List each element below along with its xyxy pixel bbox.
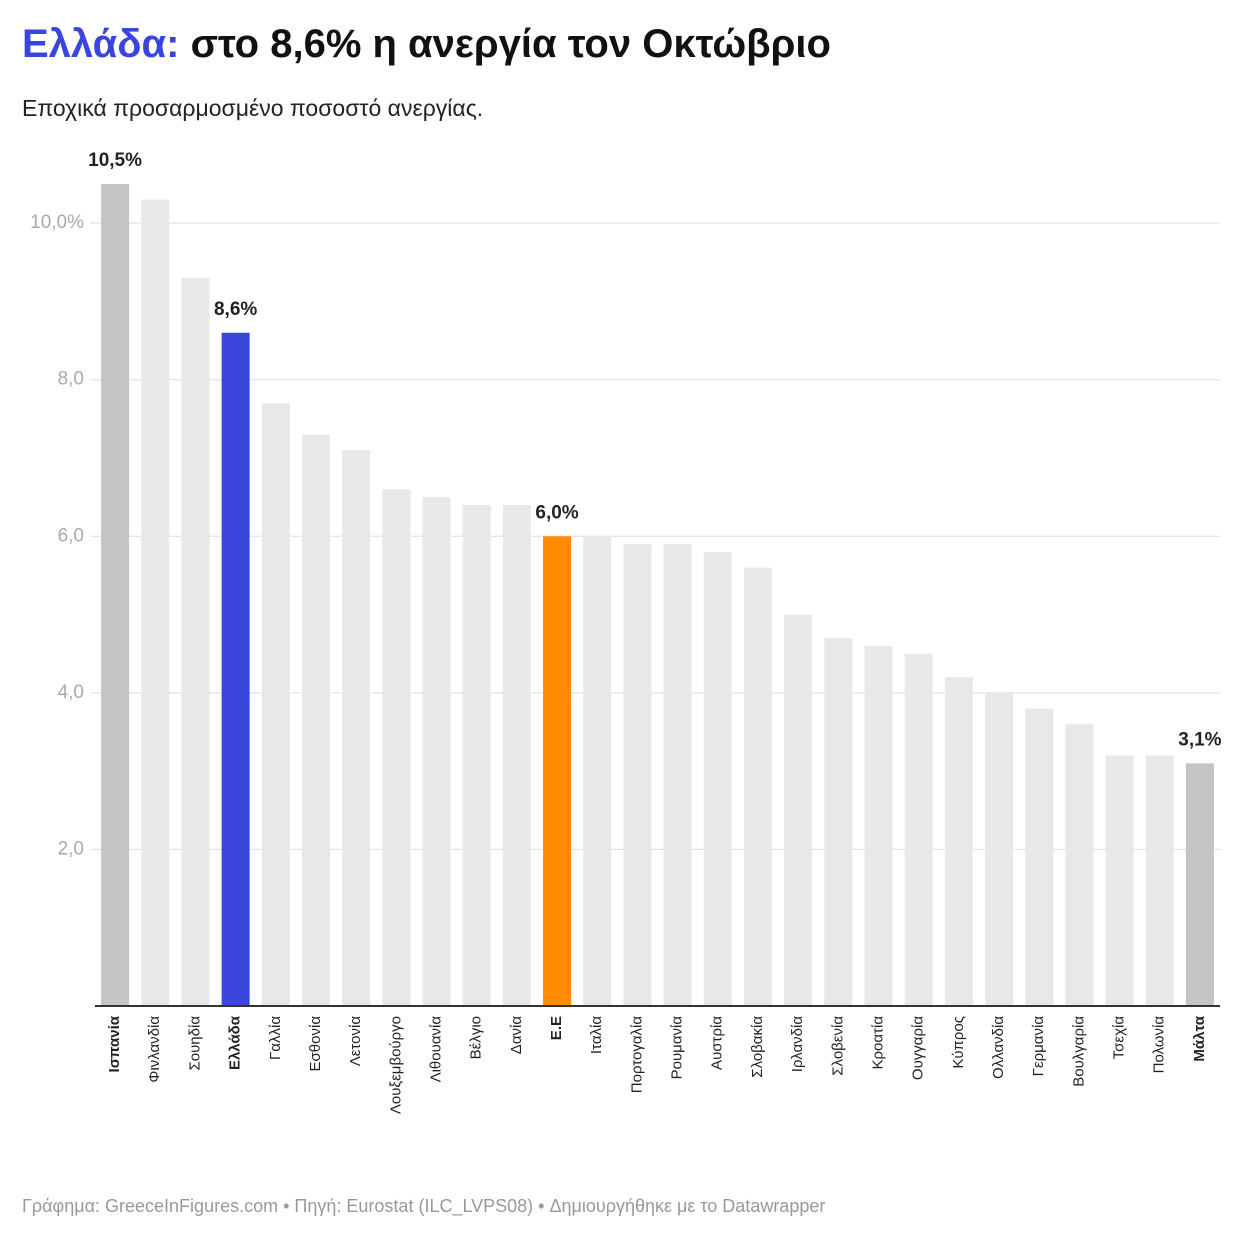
- x-tick-label: Κύπρος: [950, 1016, 967, 1069]
- bar: [422, 497, 451, 1006]
- bar: [743, 567, 772, 1006]
- x-tick-label: Σλοβενία: [829, 1016, 846, 1076]
- y-tick-label: 10,0%: [30, 212, 84, 233]
- bar: [342, 450, 371, 1007]
- x-tick-label: Ουγγαρία: [910, 1016, 927, 1080]
- y-tick-label: 8,0: [58, 369, 84, 390]
- bar: [583, 536, 612, 1006]
- bar: [864, 645, 893, 1006]
- x-tick-label: Δανία: [508, 1016, 525, 1055]
- bar: [301, 434, 330, 1006]
- bar: [141, 199, 170, 1006]
- title-highlight: Ελλάδα:: [22, 22, 179, 66]
- y-tick-label: 6,0: [58, 525, 84, 546]
- bar: [784, 614, 813, 1006]
- bar: [1145, 755, 1174, 1006]
- x-tick-label: Ρουμανία: [669, 1016, 686, 1080]
- value-label: 6,0%: [535, 502, 578, 523]
- bar: [221, 332, 250, 1006]
- value-label: 3,1%: [1178, 729, 1221, 750]
- bar: [1025, 708, 1054, 1006]
- bar: [181, 277, 210, 1006]
- x-tick-label: Ελλάδα: [227, 1015, 244, 1070]
- value-label: 10,5%: [88, 150, 142, 171]
- x-tick-label: Αυστρία: [709, 1016, 726, 1070]
- bar: [101, 184, 130, 1006]
- x-tick-label: Τσεχία: [1111, 1016, 1128, 1060]
- bar: [1105, 755, 1134, 1006]
- bar: [904, 653, 933, 1006]
- x-tick-label: Βέλγιο: [468, 1016, 485, 1059]
- bar: [703, 551, 732, 1006]
- bar: [1185, 763, 1214, 1006]
- bar: [663, 544, 692, 1006]
- x-tick-label: Ιταλία: [588, 1016, 605, 1054]
- x-tick-label: Μάλτα: [1191, 1015, 1208, 1061]
- x-tick-label: Ισπανία: [106, 1015, 123, 1072]
- chart-title: Ελλάδα: στο 8,6% η ανεργία τον Οκτώβριο: [22, 22, 831, 66]
- footer: Γράφημα: GreeceInFigures.com • Πηγή: Eur…: [22, 1196, 825, 1217]
- title-text: στο 8,6% η ανεργία τον Οκτώβριο: [191, 22, 831, 66]
- x-tick-label: Πολωνία: [1151, 1016, 1168, 1074]
- x-tick-label: Ολλανδία: [990, 1016, 1007, 1079]
- x-tick-label: Λετονία: [347, 1016, 364, 1067]
- bar: [1065, 724, 1094, 1006]
- x-tick-label: Πορτογαλία: [628, 1016, 645, 1094]
- bar: [944, 677, 973, 1006]
- x-tick-label: Κροατία: [869, 1016, 886, 1070]
- x-tick-label: Σουηδία: [186, 1016, 203, 1071]
- x-tick-label: Λουξεμβούργο: [387, 1016, 404, 1114]
- y-tick-label: 2,0: [58, 838, 84, 859]
- bar: [462, 504, 491, 1006]
- bar: [382, 489, 411, 1006]
- x-tick-label: Φινλανδία: [146, 1016, 163, 1083]
- x-tick-label: Ιρλανδία: [789, 1016, 806, 1073]
- subtitle: Εποχικά προσαρμοσμένο ποσοστό ανεργίας.: [22, 95, 483, 121]
- bar: [502, 504, 531, 1006]
- x-tick-label: Βουλγαρία: [1070, 1016, 1087, 1087]
- x-tick-label: Λιθουανία: [427, 1016, 444, 1083]
- x-tick-label: Εσθονία: [307, 1016, 324, 1072]
- bar: [985, 692, 1014, 1006]
- x-tick-label: Γερμανία: [1030, 1016, 1047, 1077]
- value-label: 8,6%: [214, 299, 257, 320]
- x-tick-label: Σλοβακία: [749, 1016, 766, 1078]
- x-tick-label: Ε.Ε: [548, 1016, 565, 1040]
- bar: [261, 403, 290, 1006]
- bar: [543, 536, 572, 1006]
- y-tick-label: 4,0: [58, 682, 84, 703]
- x-tick-label: Γαλλία: [267, 1016, 284, 1060]
- bar: [623, 544, 652, 1006]
- bar: [824, 638, 853, 1006]
